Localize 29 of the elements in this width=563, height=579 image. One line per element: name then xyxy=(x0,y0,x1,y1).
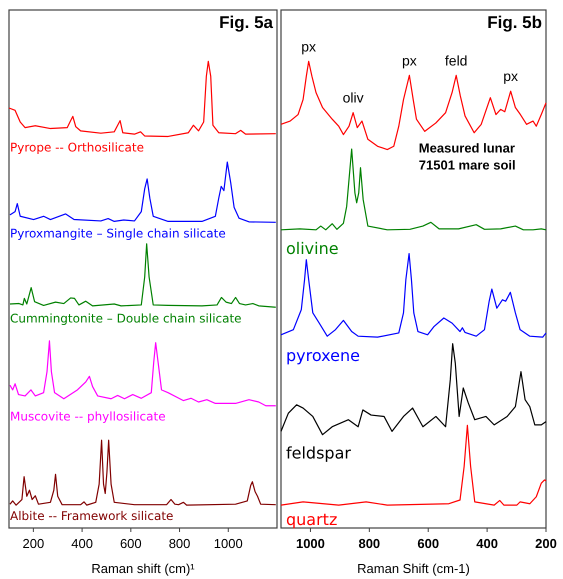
series-label: Pyrope -- Orthosilicate xyxy=(10,140,144,154)
series-label: Pyroxmangite – Single chain silicate xyxy=(10,226,226,240)
series-label: pyroxene xyxy=(286,346,360,366)
chart-title: Fig. 5a xyxy=(219,13,274,32)
series-label: Cummingtonite – Double chain silicate xyxy=(10,311,242,326)
series-label: olivine xyxy=(286,238,339,258)
x-tick-label: 600 xyxy=(120,536,142,551)
x-axis-title: Raman shift (cm)¹ xyxy=(91,561,196,576)
x-tick-label: 800 xyxy=(168,536,190,551)
annotation: Measured lunar 71501 mare soil xyxy=(418,140,516,172)
series-label: Muscovite -- phyllosilicate xyxy=(10,410,166,424)
x-tick-label: 400 xyxy=(71,536,93,551)
x-tick-label: 400 xyxy=(476,536,498,551)
x-tick-label: 800 xyxy=(358,536,380,551)
annotation: px xyxy=(402,52,417,68)
x-tick-label: 1000 xyxy=(296,536,325,551)
annotation: feld xyxy=(444,52,468,68)
x-tick-label: 200 xyxy=(22,536,44,551)
x-tick-label: 1000 xyxy=(214,536,243,551)
annotation: px xyxy=(301,38,316,54)
chart-title: Fig. 5b xyxy=(487,13,542,32)
annotation: px xyxy=(503,68,518,84)
series-label: feldspar xyxy=(286,444,352,463)
x-tick-label: 600 xyxy=(417,536,440,551)
series-label: quartz xyxy=(286,510,338,529)
x-tick-label: 200 xyxy=(535,536,557,551)
annotation: oliv xyxy=(342,90,364,106)
series-label: Albite -- Framework silicate xyxy=(10,509,174,524)
x-axis-title: Raman Shift (cm-1) xyxy=(357,561,470,576)
